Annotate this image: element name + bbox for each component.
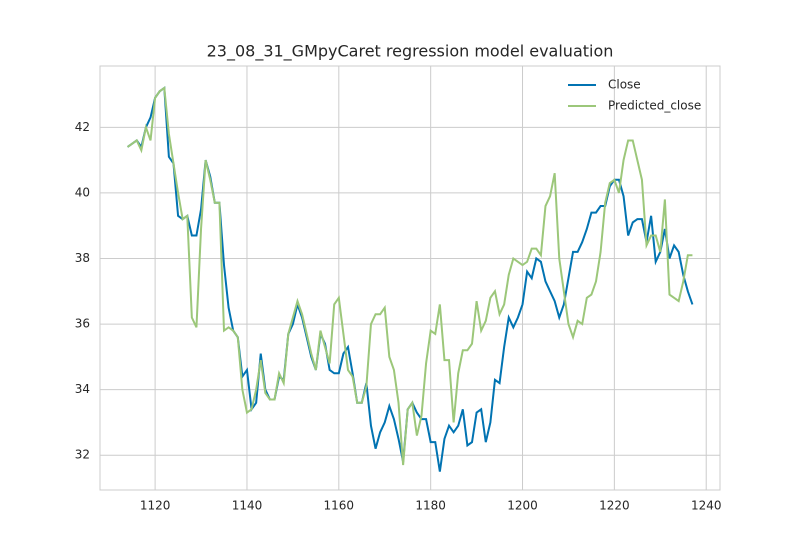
y-tick-label: 34: [75, 382, 90, 396]
x-tick-label: 1120: [140, 499, 171, 513]
y-tick-label: 36: [75, 317, 90, 331]
y-tick-label: 32: [75, 448, 90, 462]
line-series: [126, 86, 693, 466]
x-tick-label: 1200: [507, 499, 538, 513]
legend-label: Predicted_close: [608, 99, 701, 113]
chart-title: 23_08_31_GMpyCaret regression model eval…: [207, 42, 614, 62]
legend-label: Close: [608, 78, 641, 92]
y-tick-label: 40: [75, 185, 90, 199]
x-tick-label: 1140: [232, 499, 263, 513]
plot-frame: [99, 65, 721, 491]
x-tick-label: 1160: [324, 499, 355, 513]
x-tick-label: 1180: [415, 499, 446, 513]
y-tick-label: 38: [75, 251, 90, 265]
x-tick-label: 1240: [691, 499, 722, 513]
x-tick-label: 1220: [599, 499, 630, 513]
y-tick-label: 42: [75, 120, 90, 134]
